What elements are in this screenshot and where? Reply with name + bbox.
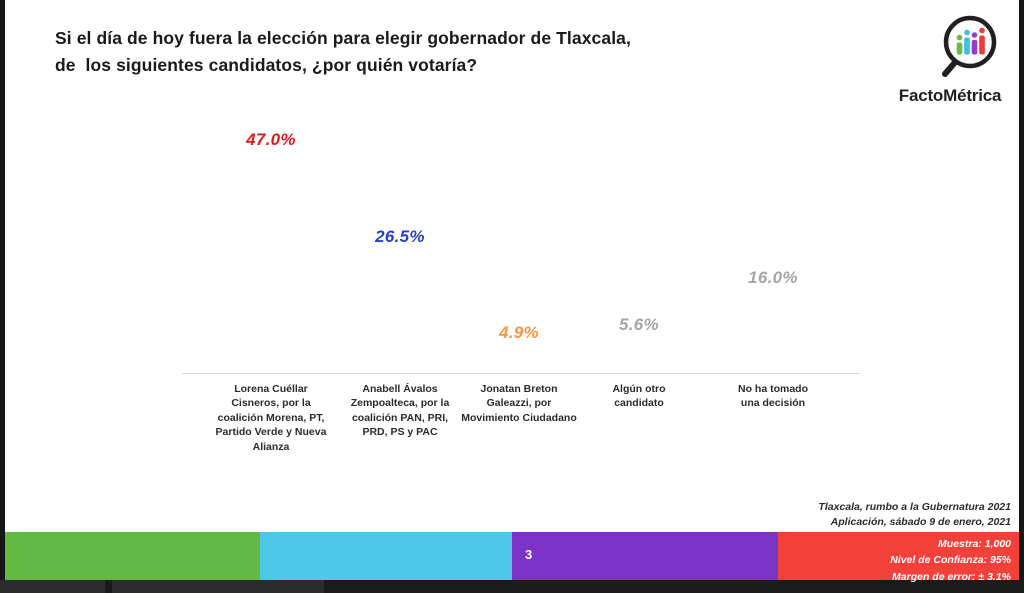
frame-edge-bottom-seg-2	[112, 580, 324, 593]
bar-label-2-line-1: Anabell Ávalos	[362, 383, 438, 395]
confidence-level: Nivel de Confianza: 95%	[890, 554, 1011, 567]
source-line-1: Tlaxcala, rumbo a la Gubernatura 2021	[818, 501, 1011, 513]
band-segment-green	[5, 532, 260, 580]
bar-label-3: Jonatan Breton Galeazzi, por Movimiento …	[455, 382, 583, 425]
magnifier-bar-chart-icon	[925, 12, 999, 82]
bar-value-2: 26.5%	[375, 227, 425, 246]
bar-label-1-line-4: Partido Verde y Nueva	[215, 426, 327, 439]
band-segment-purple	[512, 532, 778, 580]
bar-label-2-line-4: PRD, PS y PAC	[362, 426, 438, 439]
bar-label-3-line-3: Movimiento Ciudadano	[461, 411, 577, 424]
source-note: Tlaxcala, rumbo a la Gubernatura 2021 Ap…	[591, 500, 1011, 530]
bar-label-5-line-2: una decisión	[740, 397, 806, 410]
page-title-line-1: Si el día de hoy fuera la elección para …	[55, 28, 631, 48]
page-title: Si el día de hoy fuera la elección para …	[55, 25, 755, 79]
bar-label-4-line-1: Algún otro	[612, 383, 666, 395]
frame-edge-right	[1019, 0, 1024, 593]
bar-label-4-line-2: candidato	[614, 397, 664, 410]
bar-label-3-line-2: Galeazzi, por	[486, 397, 552, 410]
brand-logo: FactoMétrica	[880, 12, 1020, 112]
frame-edge-left	[0, 0, 5, 593]
chart-baseline	[182, 373, 860, 374]
sample-size: Muestra: 1,000	[938, 538, 1011, 550]
bar-value-3: 4.9%	[499, 323, 539, 342]
bar-label-5-line-1: No ha tomado	[738, 383, 808, 395]
band-segment-red	[778, 532, 1019, 580]
bar-value-4: 5.6%	[619, 315, 659, 334]
source-line-2: Aplicación, sábado 9 de enero, 2021	[830, 516, 1011, 529]
margin-of-error: Margen de error: ± 3.1%	[892, 570, 1011, 583]
bar-label-1: Lorena Cuéllar Cisneros, por la coalició…	[203, 382, 339, 454]
bar-label-3-line-1: Jonatan Breton	[480, 383, 558, 395]
bar-value-5: 16.0%	[748, 268, 798, 287]
page-number: 3	[525, 547, 533, 562]
frame-edge-bottom-seg-1	[0, 580, 105, 593]
bar-label-1-line-1: Lorena Cuéllar	[234, 383, 308, 395]
bar-label-5: No ha tomado una decisión	[697, 382, 849, 411]
bar-label-2-line-2: Zempoalteca, por la	[350, 397, 450, 410]
bar-label-1-line-3: coalición Morena, PT,	[217, 411, 325, 424]
footer-color-band: 3	[5, 532, 1019, 580]
brand-wordmark: FactoMétrica	[898, 86, 1002, 105]
bar-label-1-line-5: Alianza	[252, 440, 290, 453]
bar-label-4: Algún otro candidato	[575, 382, 703, 411]
bar-label-2-line-3: coalición PAN, PRI,	[351, 411, 449, 424]
methodology-stats: Muestra: 1,000 Nivel de Confianza: 95% M…	[591, 536, 1011, 585]
band-segment-cyan	[260, 532, 512, 580]
bar-value-1: 47.0%	[246, 130, 296, 149]
frame-edge-bottom	[0, 580, 1024, 593]
bar-label-1-line-2: Cisneros, por la	[231, 397, 311, 410]
poll-bar-chart: 47.0%	[0, 110, 1024, 490]
page-title-line-2: de los siguientes candidatos, ¿por quién…	[55, 55, 478, 76]
bar-label-2: Anabell Ávalos Zempoalteca, por la coali…	[337, 382, 463, 440]
